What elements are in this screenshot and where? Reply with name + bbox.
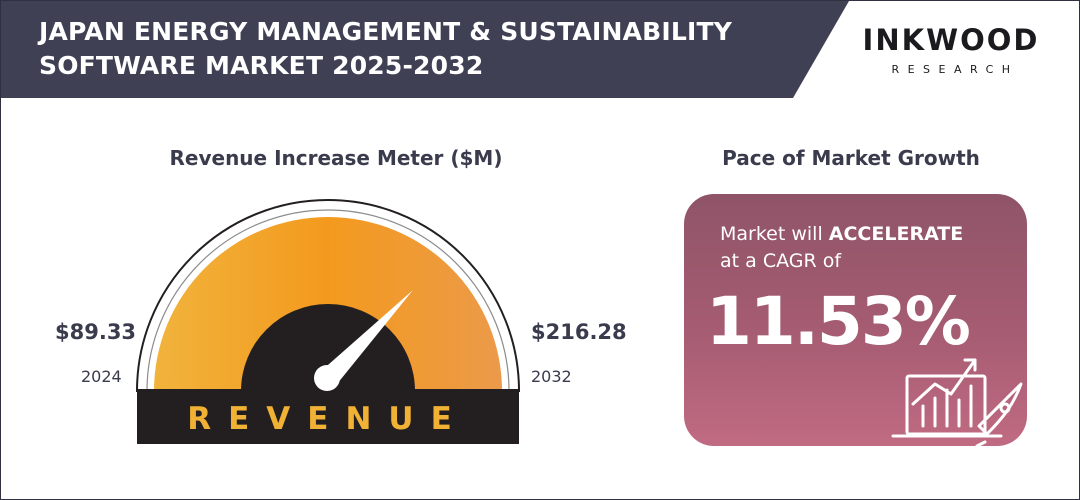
gauge-outer-ring	[135, 199, 521, 392]
page-title: JAPAN ENERGY MANAGEMENT & SUSTAINABILITY…	[39, 15, 732, 83]
meter-title: Revenue Increase Meter ($M)	[169, 146, 503, 170]
growth-title: Pace of Market Growth	[722, 146, 980, 170]
revenue-gauge: REVENUE	[135, 199, 521, 444]
gauge-label: REVENUE	[187, 401, 469, 437]
gauge-needle	[320, 290, 413, 384]
end-value: $216.28	[531, 320, 627, 344]
title-line-1: JAPAN ENERGY MANAGEMENT & SUSTAINABILITY	[39, 17, 733, 46]
gauge-inner-ring	[146, 209, 510, 392]
growth-chart-rocket-icon	[891, 358, 1023, 446]
brand-name: INKWOOD	[862, 23, 1040, 57]
header-banner	[1, 1, 1079, 98]
growth-card: Market will ACCELERATE at a CAGR of 11.5…	[684, 194, 1027, 446]
gauge-hub-area	[241, 304, 415, 391]
end-year: 2032	[531, 367, 572, 386]
brand-logo: INKWOOD RESEARCH	[853, 23, 1049, 77]
brand-subtitle: RESEARCH	[891, 63, 1019, 76]
cagr-value: 11.53%	[706, 283, 971, 360]
growth-prefix: Market will	[720, 223, 829, 245]
gauge-pivot	[314, 365, 340, 391]
start-value: $89.33	[55, 320, 137, 344]
growth-line-2: at a CAGR of	[720, 250, 842, 272]
growth-text: Market will ACCELERATE at a CAGR of	[720, 221, 963, 275]
title-line-2: SOFTWARE MARKET 2025-2032	[39, 51, 484, 80]
gauge-base	[137, 389, 519, 444]
start-year: 2024	[81, 367, 122, 386]
growth-emphasis: ACCELERATE	[828, 223, 964, 245]
